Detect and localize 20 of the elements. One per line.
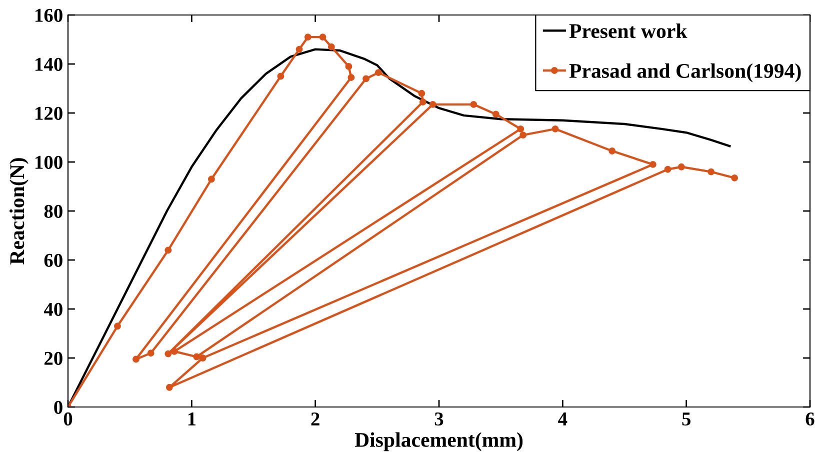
y-tick-label: 0: [54, 400, 62, 414]
legend-label: Present work: [569, 23, 688, 38]
x-tick-label: 0: [64, 412, 72, 426]
y-tick-label: 60: [44, 254, 62, 267]
x-axis-title: Displacement(mm): [354, 432, 523, 452]
y-tick-label: 20: [44, 352, 62, 365]
x-tick-label: 6: [806, 412, 814, 426]
y-tick-label: 40: [44, 302, 62, 316]
y-tick-label: 160: [36, 8, 62, 22]
y-tick-label: 120: [36, 106, 62, 120]
y-tick-label: 80: [44, 204, 62, 218]
x-tick-label: 2: [311, 412, 320, 426]
x-tick-label: 1: [188, 412, 196, 426]
legend-label: Prasad and Carlson(1994): [569, 63, 801, 82]
x-tick-label: 3: [434, 412, 444, 426]
x-tick-label: 5: [682, 412, 690, 426]
x-tick-label: 4: [558, 412, 568, 426]
y-tick-label: 100: [36, 156, 62, 169]
y-tick-label: 140: [36, 58, 62, 71]
y-axis-title: Reaction(N): [10, 158, 28, 264]
